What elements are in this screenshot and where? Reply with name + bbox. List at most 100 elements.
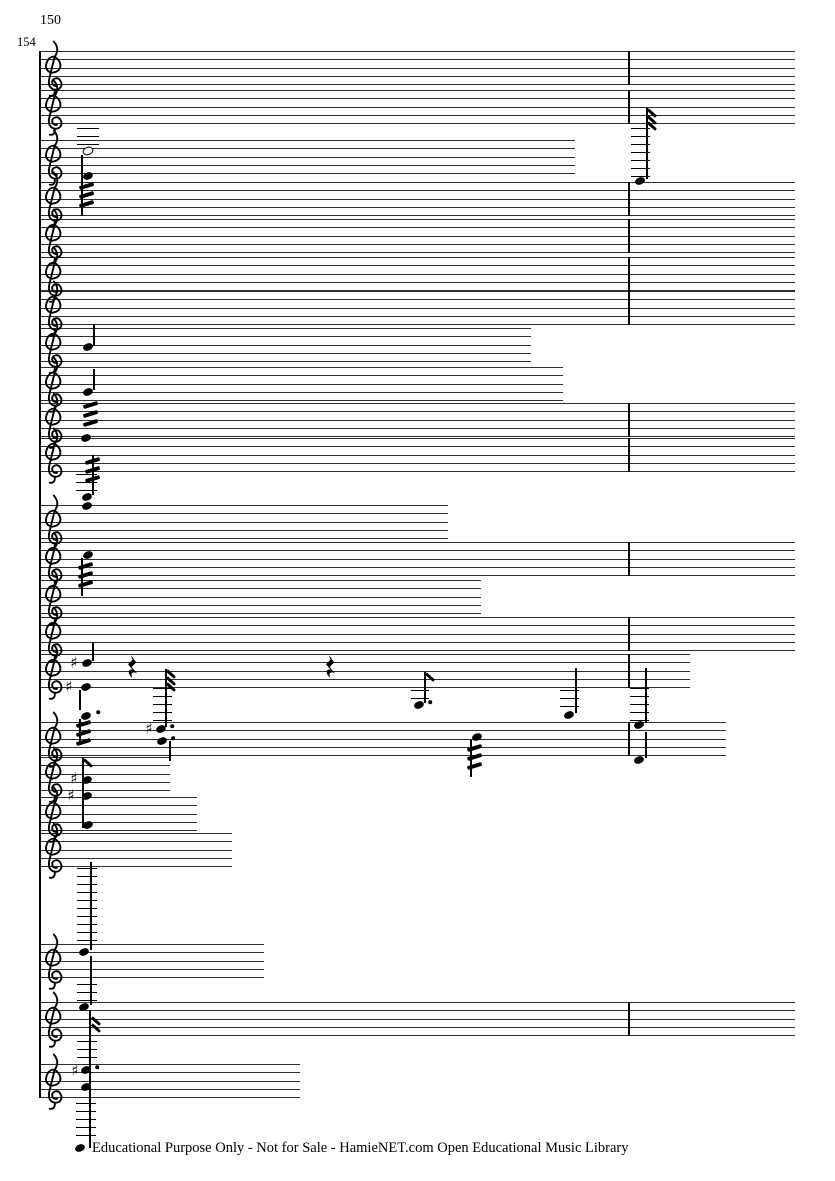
staff-line bbox=[40, 833, 232, 835]
augmentation-dot bbox=[428, 700, 432, 704]
staff-line bbox=[40, 98, 795, 100]
staff-line bbox=[40, 575, 795, 577]
note-stem bbox=[89, 1010, 91, 1062]
augmentation-dot bbox=[171, 736, 175, 740]
staff-line bbox=[40, 1072, 300, 1074]
note-stem bbox=[79, 690, 81, 710]
notehead bbox=[633, 755, 645, 765]
notehead bbox=[156, 736, 168, 746]
augmentation-dot bbox=[95, 1065, 99, 1069]
note-stem bbox=[169, 741, 171, 761]
staff-line bbox=[40, 529, 448, 532]
ledger-line bbox=[77, 144, 99, 146]
sharp-accidental: ♯ bbox=[145, 719, 153, 738]
staff-line bbox=[40, 1026, 795, 1029]
staff-line bbox=[40, 75, 795, 78]
note-stem bbox=[92, 455, 94, 495]
staff-line bbox=[40, 419, 795, 421]
ledger-line bbox=[77, 1049, 97, 1051]
sharp-accidental: ♯ bbox=[70, 769, 78, 788]
staff-line bbox=[40, 411, 795, 413]
staff-line bbox=[40, 148, 575, 150]
note-stem bbox=[645, 732, 647, 758]
barline bbox=[628, 403, 630, 438]
ledger-line bbox=[77, 924, 97, 926]
treble-clef-icon bbox=[41, 643, 65, 701]
ledger-line bbox=[77, 992, 97, 994]
staff-line bbox=[40, 328, 531, 330]
staff-line bbox=[40, 257, 795, 259]
ledger-line bbox=[77, 1000, 97, 1002]
note-stem bbox=[165, 669, 167, 727]
augmentation-dot bbox=[96, 710, 100, 714]
note-stem bbox=[90, 956, 92, 1005]
staff-line bbox=[40, 857, 232, 860]
ledger-line bbox=[77, 1057, 97, 1059]
staff-line bbox=[40, 505, 448, 507]
staff-line bbox=[40, 344, 531, 346]
staff-line bbox=[40, 1002, 795, 1004]
staff-line bbox=[40, 625, 795, 627]
note-stem bbox=[93, 369, 95, 390]
staff-line bbox=[40, 182, 795, 184]
staff-line bbox=[40, 400, 563, 402]
note-stem bbox=[89, 1062, 91, 1148]
measure-number-154: 154 bbox=[17, 35, 36, 49]
note-stem bbox=[90, 862, 92, 950]
note-stem bbox=[93, 325, 95, 345]
ledger-line bbox=[630, 688, 649, 690]
staff-line bbox=[40, 1035, 795, 1037]
staff-line bbox=[40, 123, 795, 125]
ledger-line bbox=[411, 690, 429, 692]
notehead bbox=[81, 658, 93, 668]
staff-line bbox=[40, 427, 795, 430]
ledger-line bbox=[153, 720, 172, 722]
notehead bbox=[78, 947, 90, 957]
sharp-accidental: ♯ bbox=[71, 1061, 79, 1080]
note-flag bbox=[425, 672, 436, 682]
ledger-line bbox=[560, 706, 579, 708]
staff-line bbox=[40, 944, 264, 946]
staff-line bbox=[40, 580, 481, 582]
ledger-line bbox=[631, 160, 650, 162]
ledger-line bbox=[560, 698, 579, 700]
staff-line bbox=[40, 324, 795, 326]
staff-line bbox=[40, 51, 795, 53]
staff-line bbox=[40, 281, 795, 284]
tremolo-slash bbox=[77, 570, 94, 579]
staff-line bbox=[40, 849, 232, 851]
notehead bbox=[155, 724, 167, 734]
sharp-accidental: ♯ bbox=[65, 677, 73, 696]
staff-line bbox=[40, 670, 690, 672]
ledger-line bbox=[77, 868, 97, 870]
staff-line bbox=[40, 375, 563, 377]
staff-line bbox=[40, 243, 795, 246]
treble-clef-icon bbox=[41, 822, 65, 880]
barline bbox=[628, 219, 630, 254]
staff-line bbox=[40, 813, 197, 815]
ledger-line bbox=[77, 136, 99, 138]
staff-line bbox=[40, 687, 690, 689]
ledger-line bbox=[153, 688, 172, 690]
staff-line bbox=[40, 650, 795, 652]
system-start-line bbox=[39, 51, 41, 1098]
staff-line bbox=[40, 755, 726, 757]
staff-line bbox=[40, 265, 795, 267]
staff-line bbox=[40, 654, 690, 656]
notehead bbox=[80, 682, 92, 692]
staff-line bbox=[40, 722, 726, 724]
ledger-line bbox=[630, 704, 649, 706]
staff-line bbox=[40, 290, 795, 292]
ledger-line bbox=[77, 900, 97, 902]
staff-line bbox=[40, 960, 264, 962]
ledger-line bbox=[560, 690, 579, 692]
staff-line bbox=[40, 765, 170, 767]
tremolo-slash bbox=[77, 561, 94, 570]
staff-line bbox=[40, 1088, 300, 1091]
staff-line bbox=[40, 730, 726, 732]
notehead bbox=[563, 710, 575, 720]
staff-line bbox=[40, 781, 170, 784]
ledger-line bbox=[76, 1119, 96, 1121]
augmentation-dot bbox=[170, 724, 174, 728]
quarter-rest-icon bbox=[128, 655, 139, 679]
